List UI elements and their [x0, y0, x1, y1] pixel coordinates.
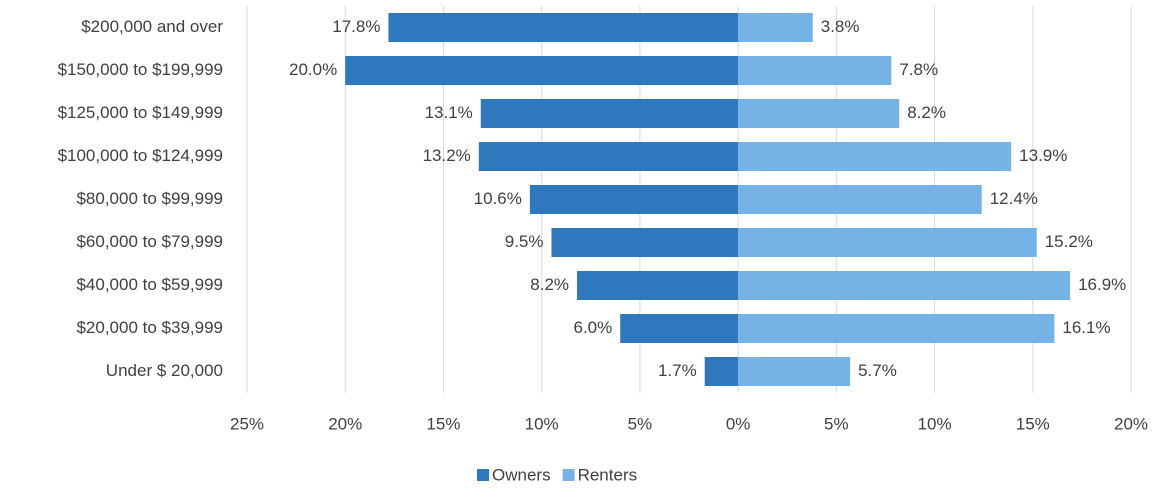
y-tick-label: $100,000 to $124,999: [58, 146, 223, 165]
data-label: 16.1%: [1062, 318, 1110, 337]
bar: [551, 228, 739, 257]
bar: [480, 99, 739, 128]
data-label: 20.0%: [289, 60, 337, 79]
data-label: 17.8%: [332, 17, 380, 36]
data-label: 15.2%: [1045, 232, 1093, 251]
y-tick-label: $200,000 and over: [81, 17, 223, 36]
x-tick-label: 15%: [426, 414, 460, 433]
x-tick-label: 20%: [328, 414, 362, 433]
x-tick-label: 5%: [824, 414, 849, 433]
bar: [478, 142, 739, 171]
data-label: 10.6%: [474, 189, 522, 208]
bar: [738, 99, 900, 128]
x-tick-label: 25%: [230, 414, 264, 433]
data-label: 1.7%: [658, 361, 697, 380]
bar: [388, 13, 739, 42]
data-label: 13.1%: [425, 103, 473, 122]
x-tick-label: 20%: [1114, 414, 1148, 433]
data-label: 16.9%: [1078, 275, 1126, 294]
bar: [738, 56, 892, 85]
x-tick-label: 10%: [525, 414, 559, 433]
x-tick-label: 15%: [1016, 414, 1050, 433]
data-label: 13.2%: [423, 146, 471, 165]
bar: [704, 357, 739, 386]
x-tick-label: 0%: [726, 414, 751, 433]
data-label: 13.9%: [1019, 146, 1067, 165]
y-tick-label: $150,000 to $199,999: [58, 60, 223, 79]
bar: [738, 13, 813, 42]
bar: [738, 357, 851, 386]
bar: [738, 142, 1012, 171]
bar: [577, 271, 739, 300]
y-tick-label: $80,000 to $99,999: [76, 189, 223, 208]
bar: [738, 185, 982, 214]
data-label: 7.8%: [899, 60, 938, 79]
y-tick-label: $60,000 to $79,999: [76, 232, 223, 251]
bar: [620, 314, 739, 343]
y-tick-label: $20,000 to $39,999: [76, 318, 223, 337]
data-label: 6.0%: [573, 318, 612, 337]
bar: [738, 271, 1071, 300]
legend-label: Owners: [492, 465, 551, 484]
data-label: 8.2%: [907, 103, 946, 122]
y-tick-label: $125,000 to $149,999: [58, 103, 223, 122]
legend-swatch: [562, 469, 575, 481]
legend-label: Renters: [578, 465, 638, 484]
bar: [738, 228, 1037, 257]
bar: [529, 185, 739, 214]
y-tick-label: Under $ 20,000: [106, 361, 223, 380]
bar: [345, 56, 739, 85]
data-label: 9.5%: [505, 232, 544, 251]
x-tick-label: 5%: [628, 414, 653, 433]
data-label: 5.7%: [858, 361, 897, 380]
data-label: 12.4%: [990, 189, 1038, 208]
x-tick-label: 10%: [918, 414, 952, 433]
data-label: 8.2%: [530, 275, 569, 294]
y-tick-label: $40,000 to $59,999: [76, 275, 223, 294]
legend-swatch: [477, 469, 489, 481]
data-label: 3.8%: [821, 17, 860, 36]
bar: [738, 314, 1055, 343]
